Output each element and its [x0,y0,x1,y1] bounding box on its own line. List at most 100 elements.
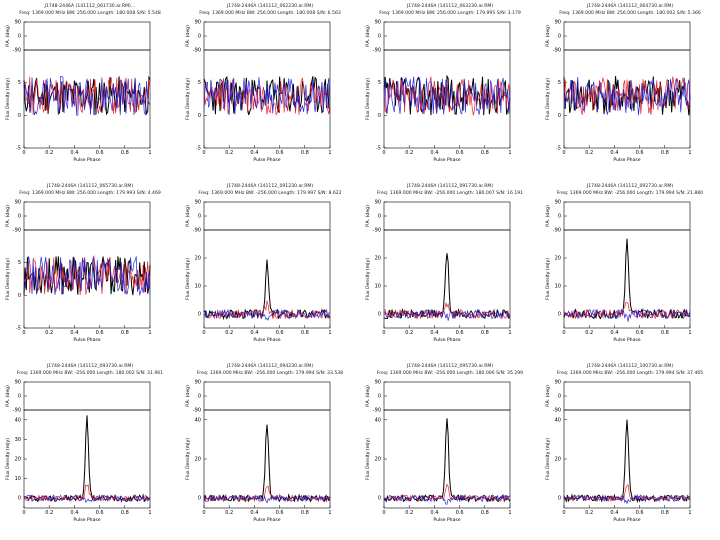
x-axis-label: Pulse Phase [433,517,460,523]
panel-title: J1748-2446A (141112_092730.ar.RM) [586,183,674,189]
flux-tick-label: 5 [18,260,21,266]
pa-tick-label: 0 [378,34,381,40]
profile-chart: J1748-2446A (141112_061730.ar.RM)…Freq: … [5,3,161,163]
x-tick-label: 1 [148,510,151,516]
panel-subtitle: Freq: 1369.000 MHz BW: -256.000 Length: … [197,370,343,376]
x-tick-label: 0 [382,510,385,516]
flux-tick-label: 0 [378,113,381,119]
pa-tick-label: -90 [373,408,381,414]
x-tick-label: 0.4 [430,330,438,336]
panel-subtitle: Freq: 1369.000 MHz BW: 256.000 Length: 1… [559,10,701,16]
pa-tick-label: 90 [375,20,381,26]
x-tick-label: 0.8 [301,150,309,156]
profile-panel: J1748-2446A (141112_065730.ar.RM) Freq: 1… [0,180,180,360]
pa-frame [563,21,691,51]
x-tick-label: 0.2 [405,150,413,156]
flux-frame [563,229,691,329]
x-tick-label: 0.8 [481,150,489,156]
x-tick-label: 1 [148,150,151,156]
x-tick-label: 0.4 [250,330,258,336]
pa-frame [23,201,151,231]
profile-panel: J1748-2446A (141112_062230.ar.RM) Freq: 1… [180,0,360,180]
x-axis-label: Pulse Phase [613,337,640,343]
pa-frame [563,201,691,231]
flux-tick-label: 0 [18,293,21,299]
linear-profile-line [563,302,691,320]
flux-tick-label: 0 [18,113,21,119]
pa-tick-label: -90 [193,48,201,54]
x-axis-label: Pulse Phase [253,517,280,523]
x-tick-label: 0 [202,150,205,156]
panel-title: J1748-2446A (141112_063230.ar.RM) [406,3,494,9]
flux-tick-label: 10 [375,284,381,290]
pa-tick-label: 90 [15,200,21,206]
x-tick-label: 0.6 [276,510,284,516]
profile-chart: J1748-2446A (141112_100730.ar.RM)Freq: 1… [545,363,703,523]
pa-frame [23,381,151,411]
profile-chart: J1748-2446A (141112_064730.ar.RM)Freq: 1… [545,3,701,163]
x-axis-label: Pulse Phase [73,337,100,343]
pa-tick-label: 90 [195,20,201,26]
panel-subtitle: Freq: 1369.000 MHz BW: -256.000 Length: … [17,370,163,376]
flux-tick-label: 20 [555,457,561,463]
flux-tick-label: 40 [375,417,381,423]
x-tick-label: 0.2 [585,510,593,516]
x-tick-label: 0.4 [70,330,78,336]
flux-tick-label: -5 [556,146,561,152]
x-tick-label: 0.8 [481,510,489,516]
flux-tick-label: 5 [198,80,201,86]
profile-chart: J1748-2446A (141112_063230.ar.RM)Freq: 1… [365,3,521,163]
x-tick-label: 0.6 [96,330,104,336]
x-tick-label: 0.4 [610,150,618,156]
profile-chart: J1748-2446A (141112_065730.ar.RM)Freq: 1… [5,183,161,343]
x-axis-label: Pulse Phase [433,157,460,163]
flux-axis-label: Flux Density (mJy) [185,438,191,480]
x-tick-label: 0.2 [585,150,593,156]
circular-profile-line [383,308,511,321]
x-tick-label: 0.6 [96,510,104,516]
flux-axis-label: Flux Density (mJy) [545,78,551,120]
panel-title: J1748-2446A (141112_095730.ar.RM) [406,363,494,369]
pa-tick-label: 0 [198,34,201,40]
total-profile-line [563,419,691,504]
x-tick-label: 0.2 [225,330,233,336]
x-axis-label: Pulse Phase [433,337,460,343]
pa-tick-label: -90 [373,228,381,234]
x-tick-label: 0 [22,510,25,516]
x-tick-label: 0.2 [45,150,53,156]
flux-tick-label: -5 [376,146,381,152]
pa-axis-label: P.A. (deg) [185,25,191,47]
pa-tick-label: 0 [378,214,381,220]
pa-axis-label: P.A. (deg) [545,205,551,227]
pa-tick-label: 90 [195,380,201,386]
pa-tick-label: 0 [198,394,201,400]
x-tick-label: 0.8 [661,330,669,336]
x-tick-label: 0.8 [301,330,309,336]
pa-axis-label: P.A. (deg) [185,385,191,407]
x-tick-label: 0.2 [405,510,413,516]
linear-profile-line [23,484,151,503]
pa-tick-label: -90 [373,48,381,54]
pa-tick-label: 0 [558,214,561,220]
pa-tick-label: 0 [558,394,561,400]
x-tick-label: 0.8 [121,150,129,156]
profile-panel: J1748-2446A (141112_091730.ar.RM) Freq: 1… [360,180,540,360]
profile-panel: J1748-2446A (141112_061730.ar.RM)… Freq: … [0,0,180,180]
flux-axis-label: Flux Density (mJy) [365,438,371,480]
panel-subtitle: Freq: 1369.000 MHz BW: -256.000 Length: … [198,190,341,196]
x-tick-label: 0.8 [301,510,309,516]
circular-profile-line [203,308,331,321]
x-tick-label: 1 [688,510,691,516]
pa-axis-label: P.A. (deg) [365,205,371,227]
panel-subtitle: Freq: 1369.000 MHz BW: -256.000 Length: … [557,370,703,376]
x-axis-label: Pulse Phase [73,517,100,523]
circular-profile-line [23,75,151,116]
pa-axis-label: P.A. (deg) [185,205,191,227]
x-tick-label: 0.8 [481,330,489,336]
x-tick-label: 0.6 [636,150,644,156]
circular-profile-line [563,493,691,505]
pa-frame [203,201,331,231]
pa-tick-label: 90 [555,380,561,386]
circular-profile-line [23,256,151,296]
x-tick-label: 0.8 [661,510,669,516]
